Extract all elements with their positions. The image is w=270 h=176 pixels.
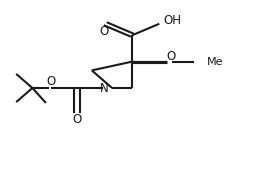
Text: O: O	[167, 50, 176, 63]
Text: OH: OH	[163, 14, 181, 27]
Text: N: N	[100, 81, 108, 95]
Text: Me: Me	[207, 57, 224, 67]
Text: O: O	[72, 113, 82, 126]
Text: O: O	[99, 25, 109, 38]
Text: O: O	[47, 75, 56, 88]
